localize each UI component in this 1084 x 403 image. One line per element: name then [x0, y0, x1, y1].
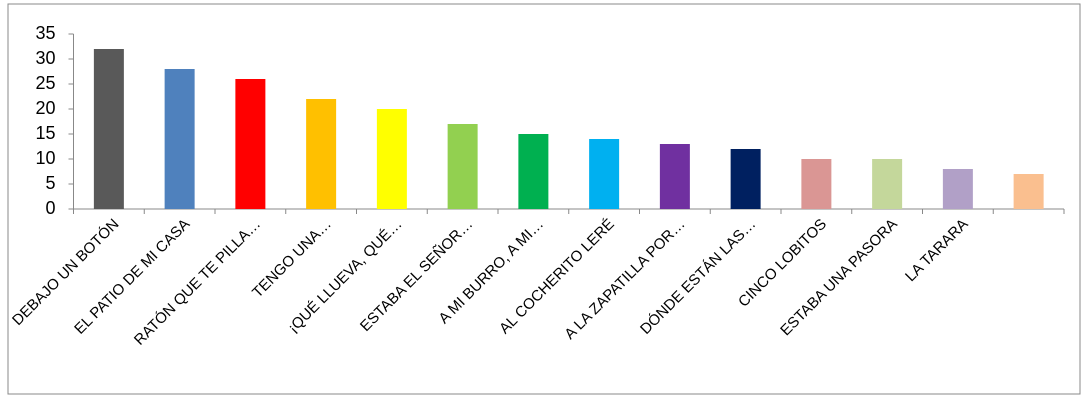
y-tick-label: 5 [45, 173, 55, 193]
bar [376, 109, 407, 209]
bar [1013, 174, 1044, 209]
y-tick-label: 20 [35, 98, 55, 118]
bar [942, 169, 973, 209]
y-tick-label: 35 [35, 23, 55, 43]
bar [730, 149, 761, 209]
y-tick-label: 30 [35, 48, 55, 68]
y-tick-label: 15 [35, 123, 55, 143]
y-tick-label: 10 [35, 148, 55, 168]
bar [659, 144, 690, 209]
y-tick-label: 0 [45, 198, 55, 218]
bar [93, 49, 124, 209]
bar [164, 69, 195, 209]
bar [306, 99, 337, 209]
bar [801, 159, 832, 209]
bar [872, 159, 903, 209]
bar [235, 79, 266, 209]
bar [518, 134, 549, 209]
y-tick-label: 25 [35, 73, 55, 93]
bar [447, 124, 478, 209]
bar [589, 139, 620, 209]
